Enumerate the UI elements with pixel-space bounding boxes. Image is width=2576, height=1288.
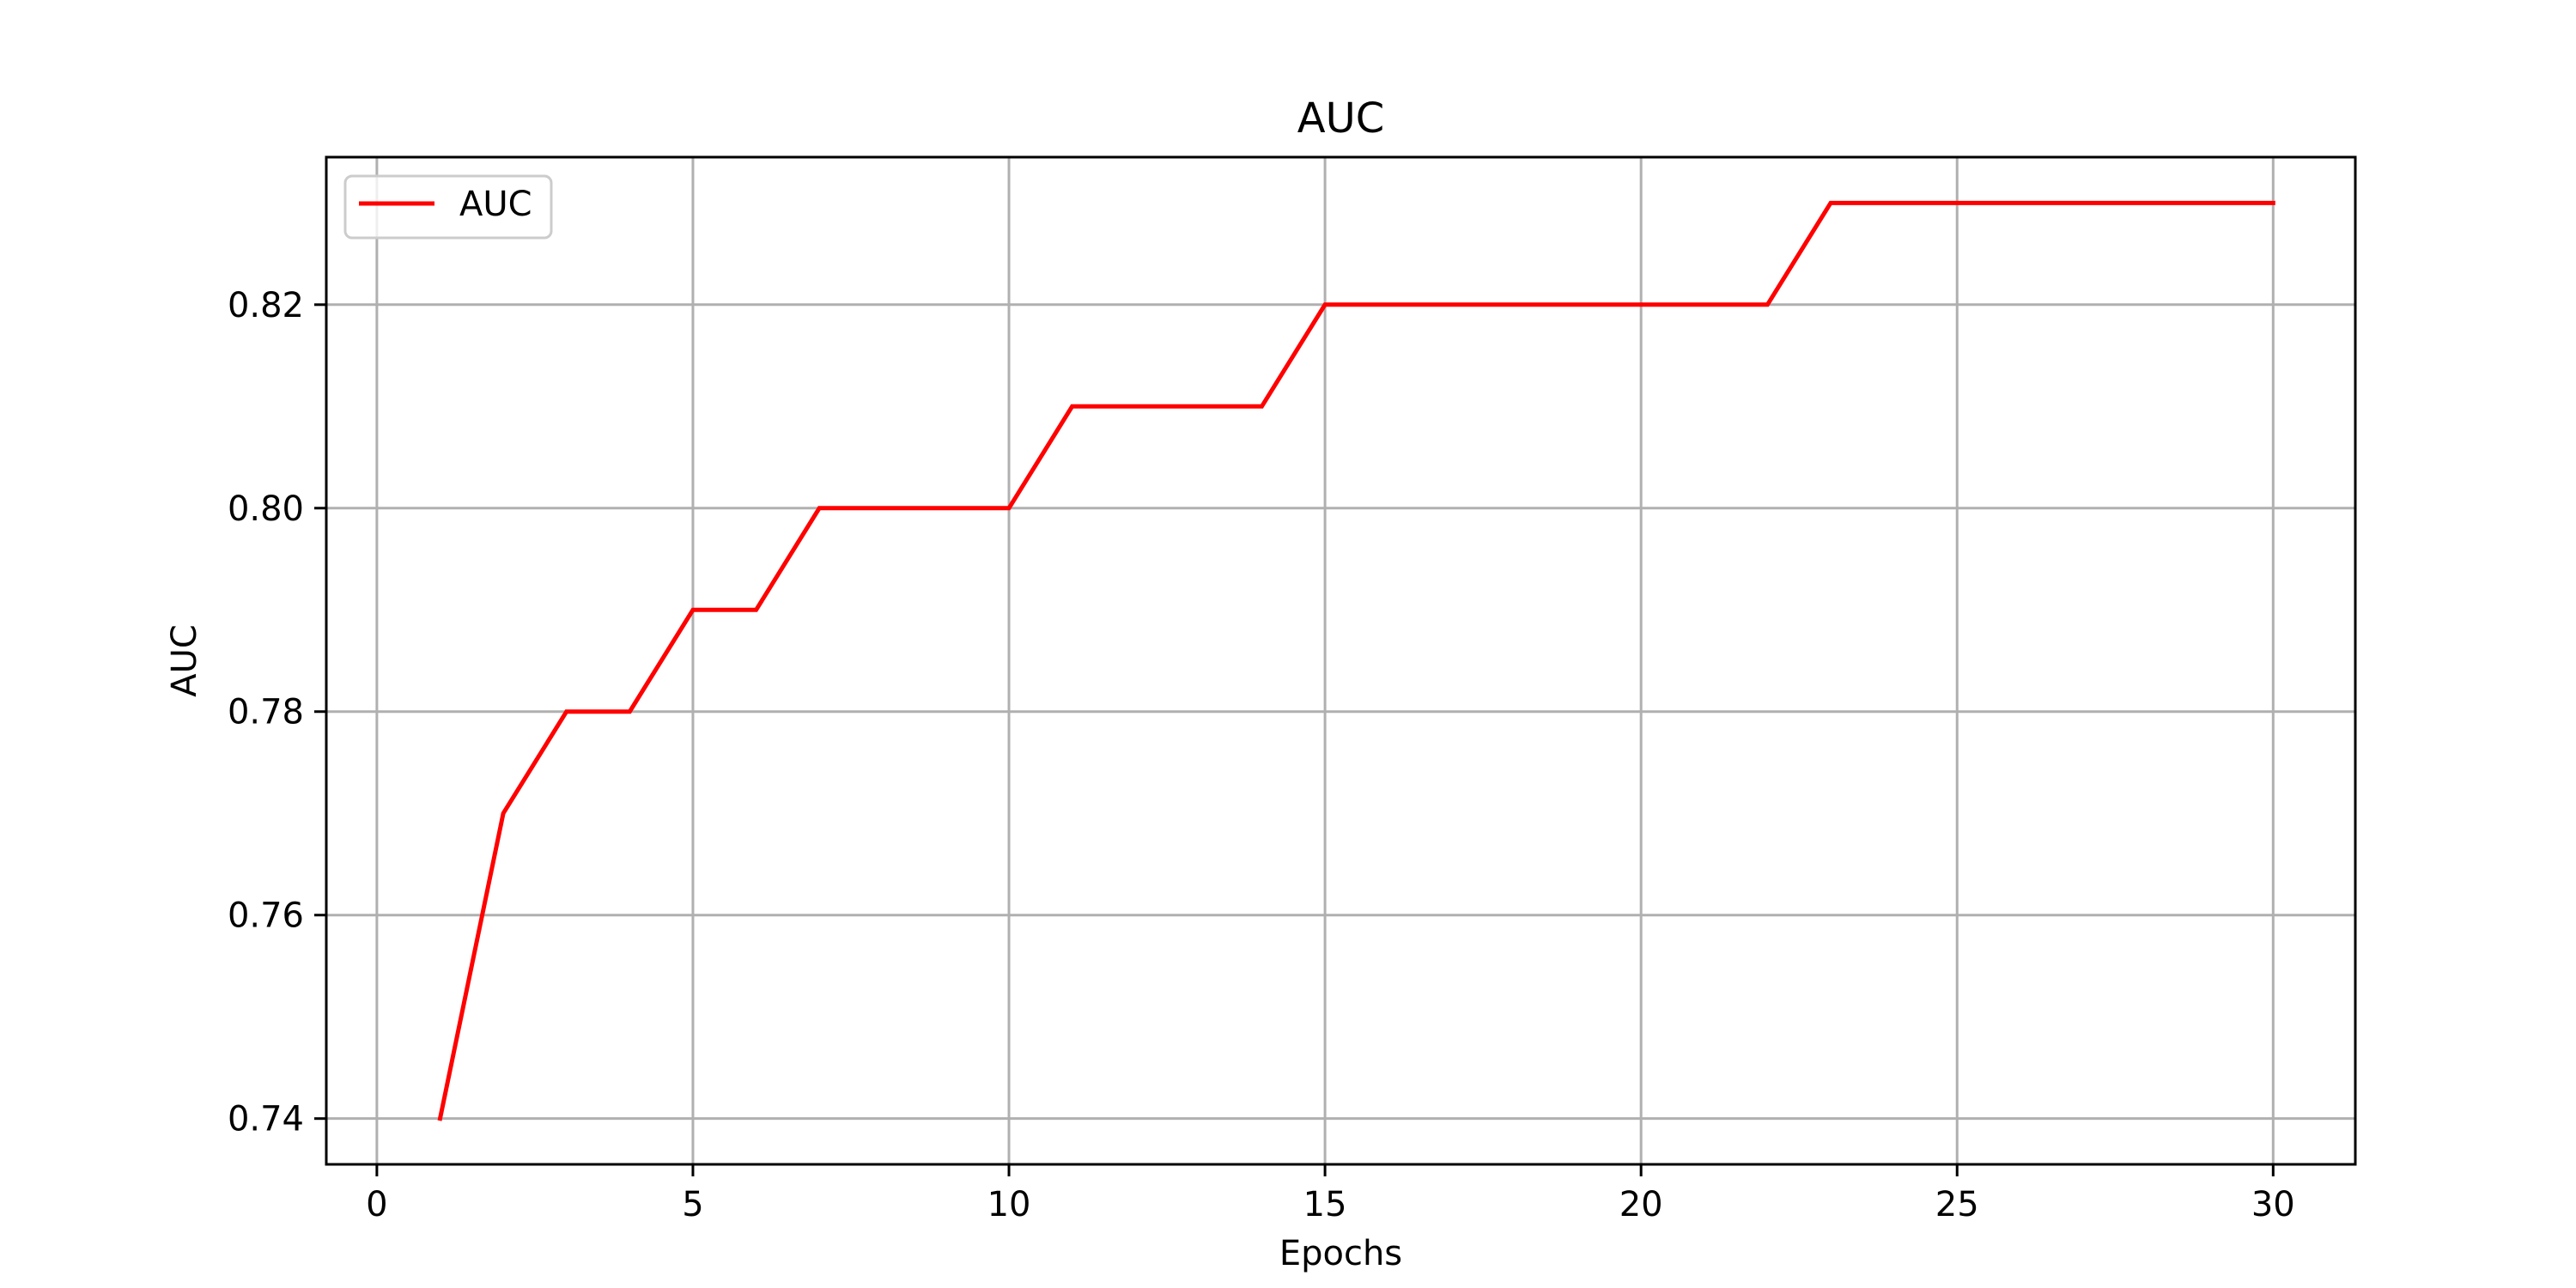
x-tick-label: 5 xyxy=(682,1185,703,1224)
x-tick-label: 25 xyxy=(1935,1185,1979,1224)
legend-label-auc: AUC xyxy=(459,185,532,224)
x-tick-label: 20 xyxy=(1619,1185,1663,1224)
y-axis-label: AUC xyxy=(165,624,204,697)
y-tick-label: 0.78 xyxy=(228,693,304,732)
x-tick-label: 15 xyxy=(1303,1185,1347,1224)
y-axis-ticks: 0.74 0.76 0.78 0.80 0.82 xyxy=(228,286,326,1139)
x-axis-label: Epochs xyxy=(1279,1234,1402,1273)
x-tick-label: 10 xyxy=(987,1185,1031,1224)
y-tick-label: 0.76 xyxy=(228,896,304,936)
legend: AUC xyxy=(343,174,553,240)
chart-title: AUC xyxy=(1297,94,1384,143)
series-layer xyxy=(437,200,2275,1121)
y-tick-label: 0.80 xyxy=(228,489,304,529)
y-tick-label: 0.74 xyxy=(228,1100,304,1139)
x-tick-label: 30 xyxy=(2251,1185,2295,1224)
x-tick-label: 0 xyxy=(366,1185,387,1224)
legend-box xyxy=(343,174,553,240)
grid xyxy=(326,157,2355,1164)
x-axis-ticks: 0 5 10 15 20 25 30 xyxy=(366,1164,2295,1224)
series-line-auc xyxy=(437,200,2275,1121)
y-tick-label: 0.82 xyxy=(228,286,304,325)
plot-frame xyxy=(325,155,2357,1166)
